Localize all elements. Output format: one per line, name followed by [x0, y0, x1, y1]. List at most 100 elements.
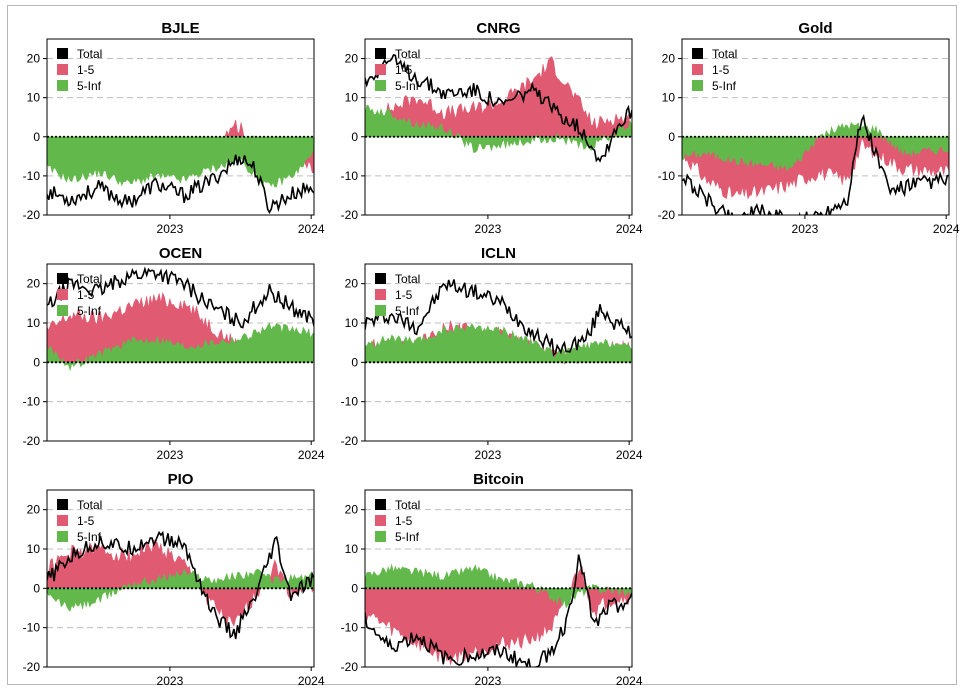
series-5-inf-area [47, 136, 314, 188]
y-tick-label: -20 [341, 434, 359, 448]
y-tick-label: -10 [341, 169, 359, 183]
legend-swatch [57, 289, 68, 300]
y-tick-label: 20 [27, 52, 41, 66]
legend-swatch [57, 273, 68, 284]
series-total-line [47, 530, 314, 640]
panel-title: PIO [168, 471, 194, 488]
panel-bjle: 20 10 0 -10 -20 2023 2024 BJLE Total 1-5 5-Inf [23, 20, 325, 236]
series-total-line [365, 279, 632, 357]
legend-swatch [375, 499, 386, 510]
y-tick-label: -10 [658, 169, 676, 183]
legend-label: Total [712, 47, 737, 61]
legend-swatch [57, 48, 68, 59]
y-tick-label: 20 [345, 277, 359, 291]
x-tick-label: 2024 [298, 448, 325, 462]
series-total-line [47, 154, 314, 215]
x-tick-label: 2024 [298, 674, 325, 688]
y-tick-label: -20 [658, 208, 676, 222]
panel-title: Bitcoin [473, 471, 524, 488]
y-tick-label: 20 [345, 503, 359, 517]
plot-series [47, 266, 314, 372]
x-tick-label: 2023 [475, 674, 502, 688]
legend-label: 5-Inf [712, 79, 737, 93]
panel-title: ICLN [481, 245, 516, 262]
legend-label: 5-Inf [395, 530, 420, 544]
legend-label: 5-Inf [77, 530, 102, 544]
y-tick-label: -20 [23, 660, 41, 674]
y-tick-label: -10 [23, 621, 41, 635]
panel-title: OCEN [159, 245, 202, 262]
legend-label: 1-5 [395, 514, 413, 528]
panel-pio: 20 10 0 -10 -20 2023 2024 PIO Total 1-5 5-Inf [23, 471, 325, 688]
y-tick-label: 0 [351, 130, 358, 144]
legend-swatch [692, 64, 703, 75]
legend-swatch [57, 515, 68, 526]
y-tick-label: 0 [33, 581, 40, 595]
panel-icln: 20 10 0 -10 -20 2023 2024 ICLN Total 1-5 5-Inf [341, 245, 643, 462]
y-tick-label: 20 [345, 52, 359, 66]
y-tick-label: 10 [27, 542, 41, 556]
legend-swatch [375, 515, 386, 526]
y-tick-label: 0 [351, 355, 358, 369]
plot-border [364, 263, 633, 442]
legend-swatch [57, 305, 68, 316]
legend-label: 1-5 [77, 514, 95, 528]
legend-label: 5-Inf [395, 304, 420, 318]
legend-label: 1-5 [712, 63, 730, 77]
legend-swatch [375, 64, 386, 75]
x-tick-label: 2024 [933, 222, 960, 236]
legend-label: 1-5 [77, 63, 95, 77]
y-tick-label: 0 [668, 130, 675, 144]
panel-cnrg: 20 10 0 -10 -20 2023 2024 CNRG Total 1-5 5-Inf [341, 20, 643, 236]
plot-series [365, 53, 632, 163]
y-tick-label: 0 [33, 355, 40, 369]
series-5-inf-area [47, 568, 314, 612]
panel-bitcoin: 20 10 0 -10 -20 2023 2024 Bitcoin Total 1-5 5-Inf [341, 471, 643, 688]
plot-series [682, 113, 949, 215]
series-5-inf-area [47, 322, 314, 372]
y-tick-label: -20 [341, 208, 359, 222]
x-tick-label: 2024 [616, 448, 643, 462]
legend-label: 5-Inf [77, 79, 102, 93]
legend-swatch [57, 531, 68, 542]
legend-swatch [57, 64, 68, 75]
legend-swatch [375, 273, 386, 284]
plot-border [364, 489, 633, 668]
legend-label: Total [395, 498, 420, 512]
panel-title: CNRG [476, 20, 520, 37]
x-tick-label: 2023 [792, 222, 819, 236]
series-total-line [682, 113, 949, 215]
series-5-inf-area [365, 104, 632, 153]
y-tick-label: -20 [23, 208, 41, 222]
y-tick-label: 10 [27, 91, 41, 105]
plot-series [47, 530, 314, 640]
plot-border [46, 38, 315, 216]
y-tick-label: 0 [33, 130, 40, 144]
legend-label: Total [395, 47, 420, 61]
plot-series [365, 279, 632, 365]
x-tick-label: 2024 [616, 674, 643, 688]
y-tick-label: -10 [23, 395, 41, 409]
plot-series [47, 119, 314, 215]
y-tick-label: -20 [341, 660, 359, 674]
legend-label: Total [395, 272, 420, 286]
legend-label: 5-Inf [395, 79, 420, 93]
x-tick-label: 2023 [475, 222, 502, 236]
y-tick-label: 10 [662, 91, 676, 105]
legend-swatch [57, 80, 68, 91]
legend-label: 1-5 [77, 288, 95, 302]
plot-border [681, 38, 950, 216]
plot-border [46, 263, 315, 442]
legend-label: 1-5 [395, 63, 413, 77]
panel-ocen: 20 10 0 -10 -20 2023 2024 OCEN Total 1-5 5-Inf [23, 245, 325, 462]
x-tick-label: 2023 [157, 448, 184, 462]
y-tick-label: 10 [345, 542, 359, 556]
y-tick-label: 20 [27, 277, 41, 291]
x-tick-label: 2023 [157, 222, 184, 236]
x-tick-label: 2023 [157, 674, 184, 688]
series-5-inf-area [365, 322, 632, 363]
plot-border [46, 489, 315, 668]
legend-label: 1-5 [395, 288, 413, 302]
x-tick-label: 2024 [298, 222, 325, 236]
